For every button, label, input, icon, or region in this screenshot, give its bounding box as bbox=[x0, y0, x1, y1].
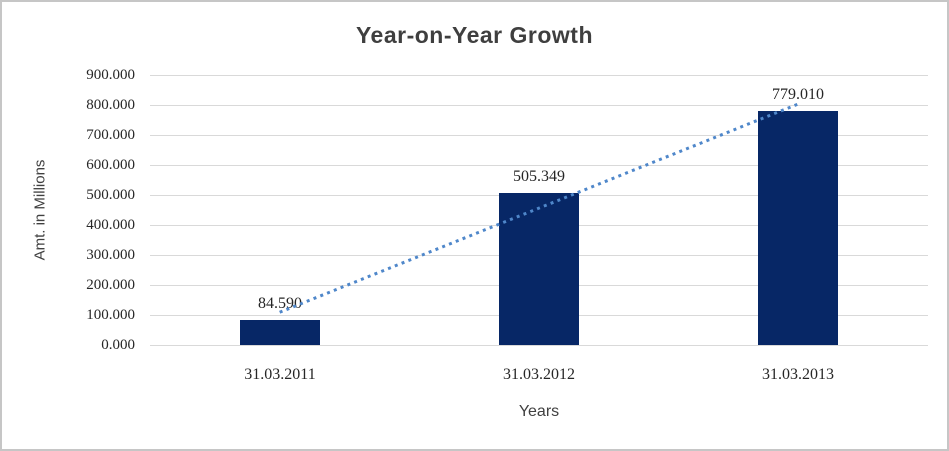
gridline bbox=[150, 105, 928, 106]
bar-31.03.2011 bbox=[240, 320, 320, 345]
gridline bbox=[150, 345, 928, 346]
bar-31.03.2013 bbox=[758, 111, 838, 345]
x-tick-label: 31.03.2011 bbox=[244, 366, 316, 383]
bar-data-label: 84.590 bbox=[258, 295, 302, 312]
y-tick-label: 600.000 bbox=[86, 157, 135, 173]
y-tick-label: 800.000 bbox=[86, 97, 135, 113]
y-tick-label: 700.000 bbox=[86, 127, 135, 143]
x-axis-title: Years bbox=[518, 403, 560, 420]
y-tick-label: 400.000 bbox=[86, 217, 135, 233]
chart-title: Year-on-Year Growth bbox=[355, 22, 593, 48]
y-tick-label: 500.000 bbox=[86, 187, 135, 203]
bar-31.03.2012 bbox=[499, 193, 579, 345]
bar-data-label: 779.010 bbox=[772, 86, 824, 103]
x-tick-label: 31.03.2013 bbox=[762, 366, 834, 383]
plot-area: 84.590 505.349 779.010 bbox=[150, 75, 928, 346]
gridline bbox=[150, 75, 928, 76]
y-tick-label: 100.000 bbox=[86, 307, 135, 323]
bar-data-label: 505.349 bbox=[513, 168, 565, 185]
y-tick-label: 0.000 bbox=[101, 337, 135, 353]
x-tick-label: 31.03.2012 bbox=[503, 366, 575, 383]
y-tick-label: 200.000 bbox=[86, 277, 135, 293]
y-tick-label: 900.000 bbox=[86, 67, 135, 83]
y-tick-label: 300.000 bbox=[86, 247, 135, 263]
